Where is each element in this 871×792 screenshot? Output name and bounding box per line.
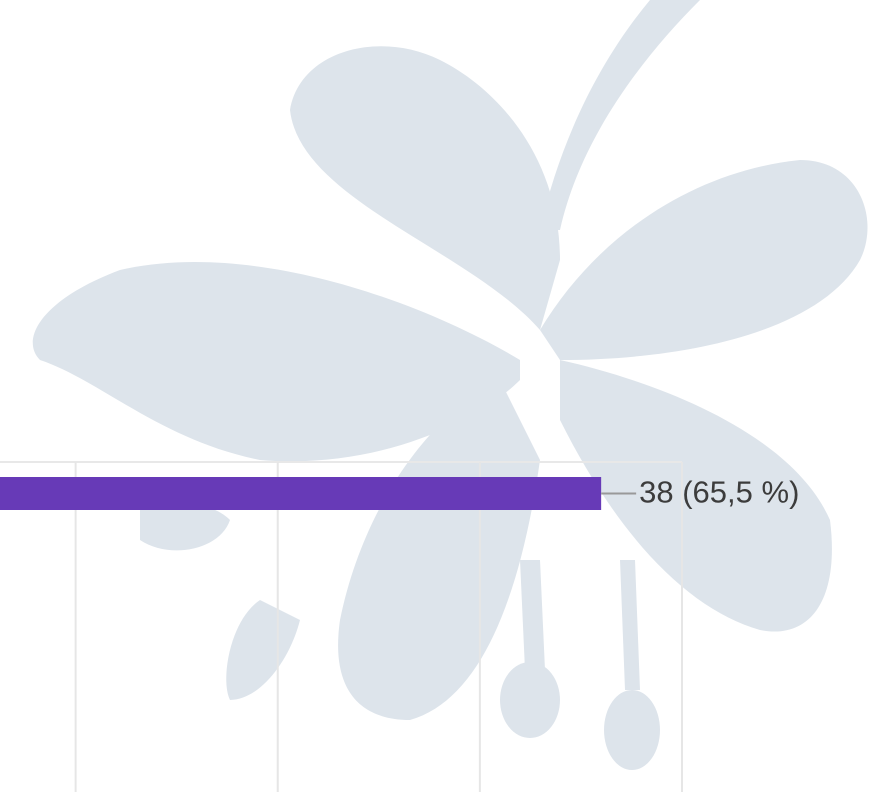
bar [0,477,601,510]
value-label: 38 (65,5 %) [639,475,799,510]
marks: 38 (65,5 %) [0,475,799,510]
chart: 38 (65,5 %) [0,0,871,792]
background-flower [33,0,868,770]
